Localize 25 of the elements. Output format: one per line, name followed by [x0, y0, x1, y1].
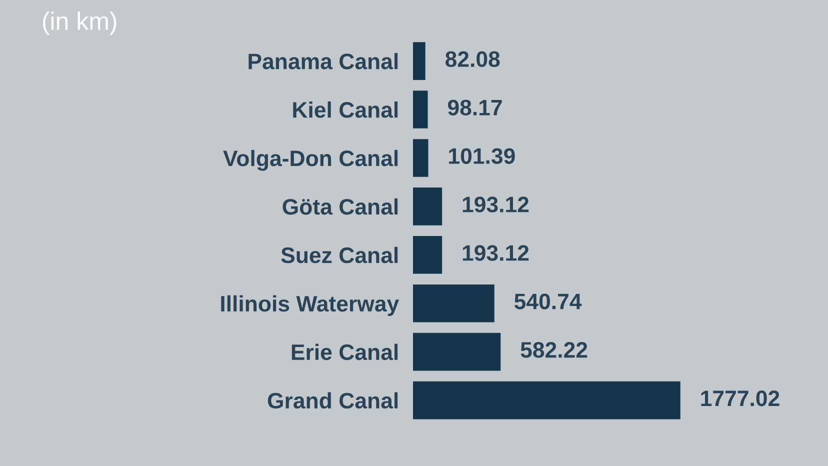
- bar: [413, 90, 428, 128]
- bar: [413, 42, 426, 80]
- y-tick-label: Erie Canal: [292, 344, 398, 360]
- data-label: 193.12: [462, 245, 529, 261]
- data-label: 98.17: [448, 100, 502, 116]
- bar: [413, 236, 442, 274]
- bar: [413, 284, 494, 322]
- y-tick-label: Panama Canal: [248, 53, 398, 70]
- data-label: 540.74: [514, 294, 582, 310]
- bar: [413, 381, 680, 420]
- bar: [413, 139, 428, 177]
- y-tick-label: Illinois Waterway: [221, 295, 399, 316]
- y-tick-label: Kiel Canal: [293, 101, 398, 118]
- data-label: 82.08: [446, 51, 500, 68]
- text: (in km): [42, 12, 116, 35]
- bar: [413, 332, 501, 371]
- bar: [413, 188, 442, 226]
- data-label: 193.12: [462, 196, 529, 212]
- data-label: 582.22: [520, 342, 588, 358]
- y-tick-label: Göta Canal: [282, 198, 398, 215]
- data-label: 1777.02: [701, 390, 780, 406]
- data-label: 101.39: [449, 148, 515, 164]
- y-tick-label: Volga-Don Canal: [223, 150, 398, 171]
- y-tick-label: Grand Canal: [268, 392, 398, 409]
- y-tick-label: Suez Canal: [281, 246, 398, 264]
